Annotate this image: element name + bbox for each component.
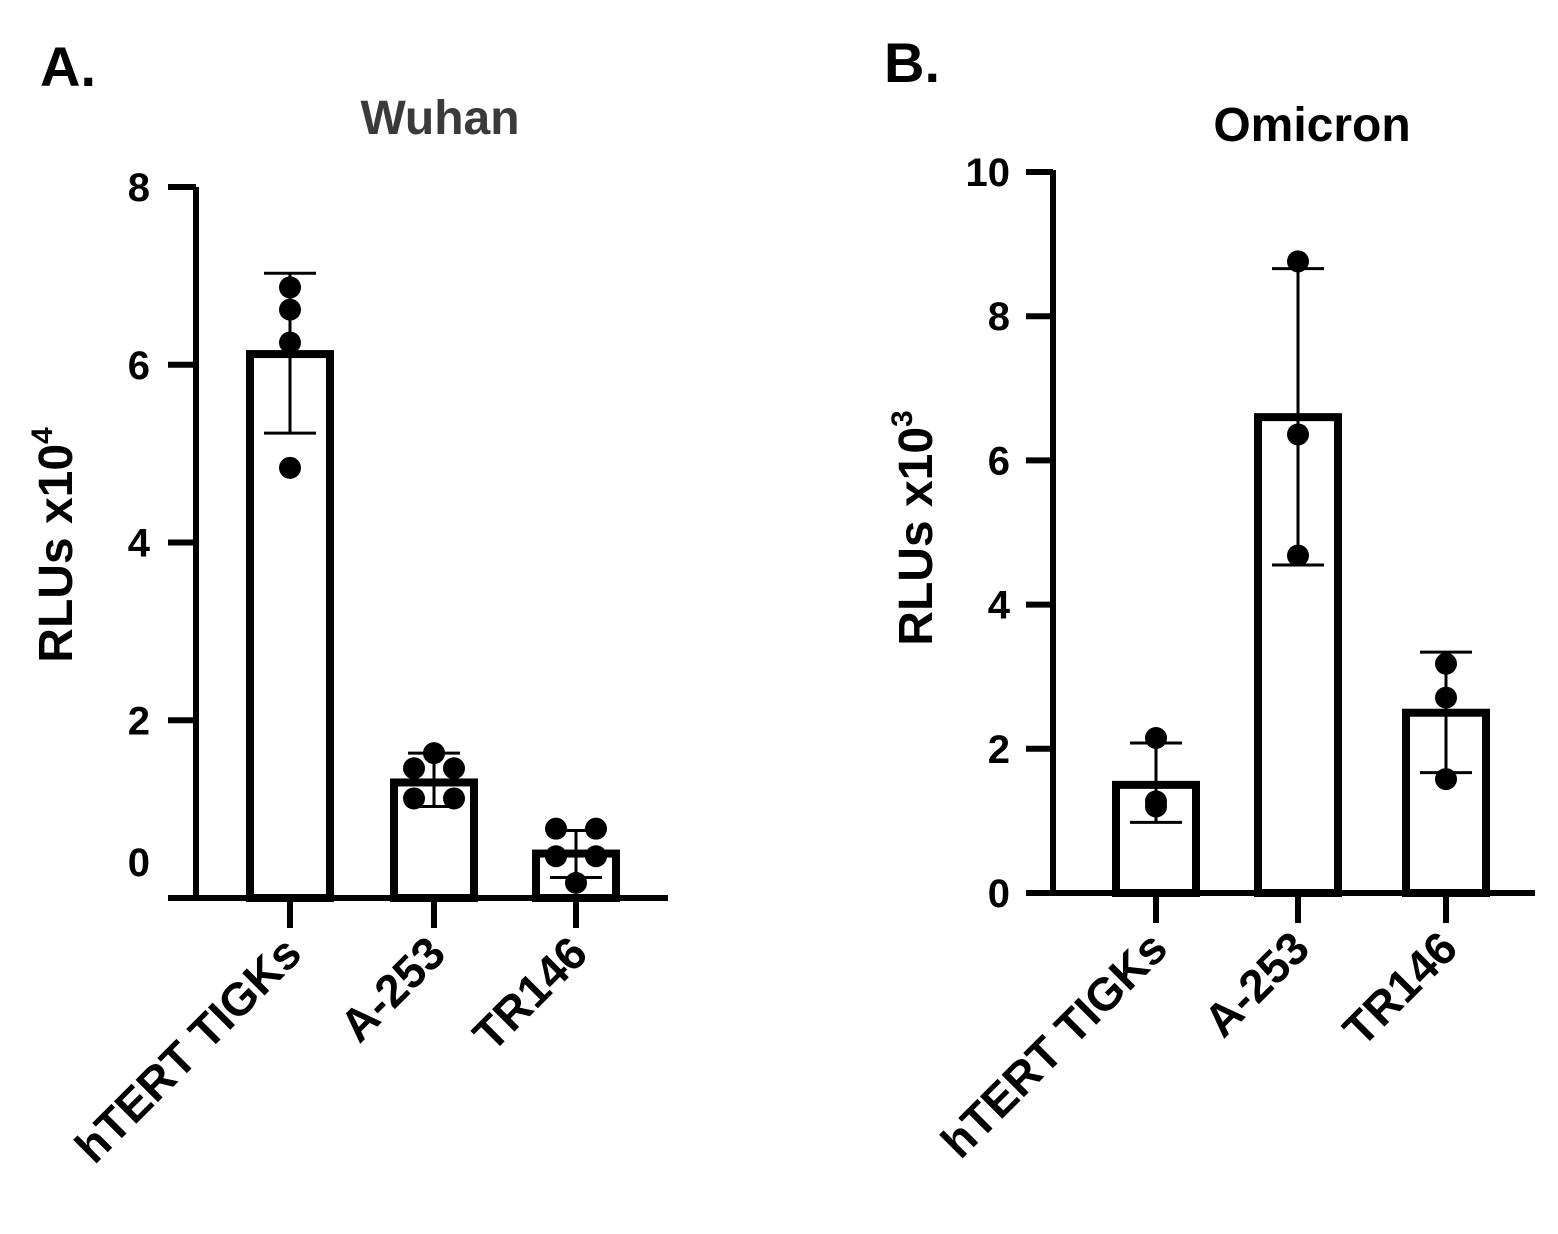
- panel-a-plot: 0 2 4 6 8 hTERT TIGKs A-253 TR146: [65, 166, 668, 1173]
- panel-a-category-label: A-253: [330, 926, 455, 1051]
- panel-a-data-point: [403, 787, 425, 810]
- panel-a-category-label: hTERT TIGKs: [65, 926, 311, 1172]
- panel-a-title: Wuhan: [360, 92, 519, 145]
- panel-b-y-axis-label: RLUs x103: [886, 410, 943, 645]
- panel-b-y-tick-label: 6: [988, 439, 1010, 483]
- panel-b-y-tick-label: 10: [966, 151, 1011, 195]
- panel-a-letter: A.: [40, 35, 96, 98]
- panel-b-y-tick-label: 4: [988, 584, 1011, 628]
- panel-a-y-axis-label: RLUs x104: [26, 427, 83, 663]
- panel-b-y-tick-label: 2: [988, 728, 1010, 772]
- panel-b-data-point: [1145, 726, 1167, 749]
- panel-a-data-point: [545, 817, 567, 840]
- panel-a-ylabel: RLUs x10: [30, 444, 83, 663]
- panel-b-title: Omicron: [1213, 99, 1410, 152]
- svg-text:RLUs x104: RLUs x104: [26, 427, 83, 663]
- panel-b-category-label: A-253: [1194, 921, 1319, 1046]
- panel-a-data-point: [545, 845, 567, 868]
- panel-a-data-point: [403, 757, 425, 780]
- panel-b-data-point: [1435, 652, 1457, 675]
- panel-b-data-point: [1145, 790, 1167, 813]
- panel-a-y-tick-label: 8: [128, 166, 150, 210]
- panel-a-data-point: [279, 331, 301, 354]
- panel-a-data-point: [279, 298, 301, 321]
- panel-b-letter: B.: [884, 31, 940, 94]
- panel-b-ylabel: RLUs x10: [890, 427, 943, 646]
- panel-b-y-tick-label: 8: [988, 295, 1010, 339]
- panel-b-data-point: [1287, 250, 1309, 273]
- panel-a-y-tick-label: 2: [128, 699, 150, 743]
- panel-a-data-point: [279, 276, 301, 299]
- panel-b-data-point: [1435, 686, 1457, 709]
- svg-text:RLUs x103: RLUs x103: [886, 410, 943, 645]
- panel-a-data-point: [585, 845, 607, 868]
- panel-b-ylabel-exponent: 3: [886, 410, 919, 427]
- panel-a-data-point: [565, 871, 587, 894]
- panel-a-y-tick-label: 0: [128, 841, 150, 885]
- panel-b-data-point: [1435, 768, 1457, 791]
- panel-b-category-label: TR146: [1333, 921, 1467, 1055]
- panel-a-data-point: [585, 817, 607, 840]
- panel-b-y-tick-label: 0: [988, 872, 1010, 916]
- panel-a-bar: [246, 350, 334, 902]
- panel-a-y-tick-label: 6: [128, 344, 150, 388]
- panel-a-data-point: [423, 742, 445, 765]
- panel-a-ylabel-exponent: 4: [26, 427, 59, 444]
- panel-b-plot: 0 2 4 6 8 10 hTERT TIGKs A-253 TR146: [931, 151, 1535, 1168]
- panel-a-data-point: [279, 456, 301, 479]
- panel-a-data-point: [443, 787, 465, 810]
- panel-b: B. Omicron RLUs x103 0 2 4 6 8 10 hTERT TIGKs A…: [884, 31, 1535, 1168]
- panel-a-data-point: [443, 757, 465, 780]
- panel-b-data-point: [1287, 423, 1309, 446]
- panel-b-category-label: hTERT TIGKs: [931, 921, 1177, 1167]
- panel-a-category-label: TR146: [463, 926, 597, 1060]
- panel-b-data-point: [1287, 544, 1309, 567]
- panel-a-y-tick-label: 4: [128, 522, 151, 566]
